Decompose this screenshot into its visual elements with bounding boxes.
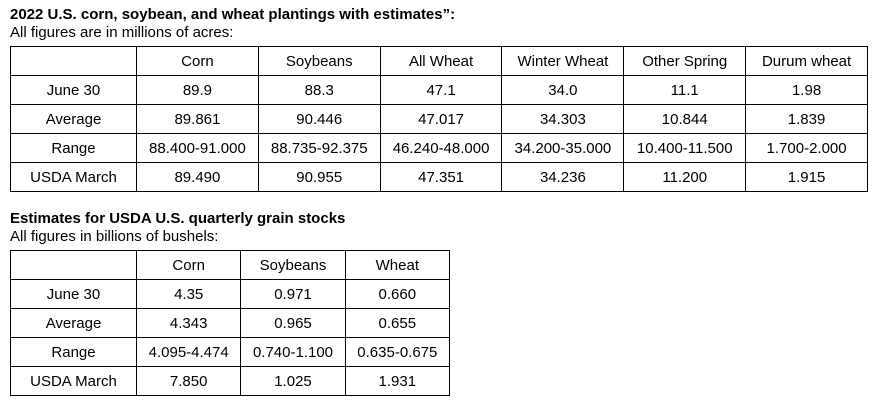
row-label: Average	[10, 104, 137, 134]
table-cell: 4.343	[135, 308, 242, 338]
table-row: USDA March 7.850 1.025 1.931	[10, 366, 451, 396]
table-cell: 47.351	[379, 162, 503, 192]
table-row: June 30 89.9 88.3 47.1 34.0 11.1 1.98	[10, 75, 868, 105]
table-cell: 1.915	[745, 162, 868, 192]
table-cell: 0.635-0.675	[344, 337, 451, 367]
column-header: Winter Wheat	[501, 46, 625, 76]
plantings-section-title: 2022 U.S. corn, soybean, and wheat plant…	[10, 6, 456, 23]
table-cell: 88.735-92.375	[257, 133, 381, 163]
table-cell: 0.971	[240, 279, 346, 309]
table-cell: 11.200	[623, 162, 747, 192]
table-cell: 11.1	[623, 75, 747, 105]
table-cell: 1.839	[745, 104, 868, 134]
row-label: Range	[10, 337, 137, 367]
grain-stocks-section: Estimates for USDA U.S. quarterly grain …	[10, 210, 878, 396]
table-cell: 4.35	[135, 279, 242, 309]
table-cell: 34.200-35.000	[501, 133, 625, 163]
grain-stocks-section-subtitle: All figures in billions of bushels:	[10, 228, 219, 245]
table-cell: 89.9	[136, 75, 259, 105]
header-row: Corn Soybeans Wheat	[10, 250, 451, 280]
table-cell: 1.700-2.000	[745, 133, 868, 163]
column-header: Soybeans	[240, 250, 346, 280]
table-cell: 7.850	[135, 366, 242, 396]
row-label: June 30	[10, 279, 137, 309]
column-header: Corn	[135, 250, 242, 280]
plantings-section: 2022 U.S. corn, soybean, and wheat plant…	[10, 6, 878, 192]
row-label: Range	[10, 133, 137, 163]
column-header: All Wheat	[379, 46, 503, 76]
row-label: USDA March	[10, 366, 137, 396]
table-cell: 0.660	[344, 279, 451, 309]
table-cell: 34.303	[501, 104, 625, 134]
table-cell: 88.3	[257, 75, 381, 105]
table-cell: 10.400-11.500	[623, 133, 747, 163]
table-cell: 34.0	[501, 75, 625, 105]
row-label: June 30	[10, 75, 137, 105]
table-cell: 89.861	[136, 104, 259, 134]
section-gap	[10, 192, 878, 210]
table-row: Range 4.095-4.474 0.740-1.100 0.635-0.675	[10, 337, 451, 367]
grain-stocks-section-title: Estimates for USDA U.S. quarterly grain …	[10, 210, 346, 227]
table-cell: 0.965	[240, 308, 346, 338]
row-label: Average	[10, 308, 137, 338]
column-header	[10, 46, 137, 76]
table-cell: 1.931	[344, 366, 451, 396]
column-header: Corn	[136, 46, 259, 76]
table-row: Range 88.400-91.000 88.735-92.375 46.240-48…	[10, 133, 868, 163]
table-cell: 90.955	[257, 162, 381, 192]
table-cell: 10.844	[623, 104, 747, 134]
grain-stocks-table: Corn Soybeans Wheat June 30 4.35 0.971 0.660 Av…	[10, 250, 451, 396]
table-cell: 1.98	[745, 75, 868, 105]
table-cell: 1.025	[240, 366, 346, 396]
table-row: June 30 4.35 0.971 0.660	[10, 279, 451, 309]
table-cell: 34.236	[501, 162, 625, 192]
column-header: Other Spring	[623, 46, 747, 76]
table-row: Average 89.861 90.446 47.017 34.303 10.844 1.8…	[10, 104, 868, 134]
table-cell: 89.490	[136, 162, 259, 192]
column-header: Wheat	[344, 250, 451, 280]
row-label: USDA March	[10, 162, 137, 192]
table-row: Average 4.343 0.965 0.655	[10, 308, 451, 338]
column-header	[10, 250, 137, 280]
plantings-table: Corn Soybeans All Wheat Winter Wheat Other S…	[10, 46, 868, 192]
table-cell: 47.017	[379, 104, 503, 134]
column-header: Durum wheat	[745, 46, 868, 76]
table-row: USDA March 89.490 90.955 47.351 34.236 11.200…	[10, 162, 868, 192]
header-row: Corn Soybeans All Wheat Winter Wheat Other S…	[10, 46, 868, 76]
table-cell: 47.1	[379, 75, 503, 105]
table-cell: 88.400-91.000	[136, 133, 259, 163]
table-cell: 4.095-4.474	[135, 337, 242, 367]
table-cell: 0.655	[344, 308, 451, 338]
table-cell: 0.740-1.100	[240, 337, 346, 367]
plantings-section-subtitle: All figures are in millions of acres:	[10, 24, 234, 41]
table-cell: 46.240-48.000	[379, 133, 503, 163]
column-header: Soybeans	[257, 46, 381, 76]
table-cell: 90.446	[257, 104, 381, 134]
